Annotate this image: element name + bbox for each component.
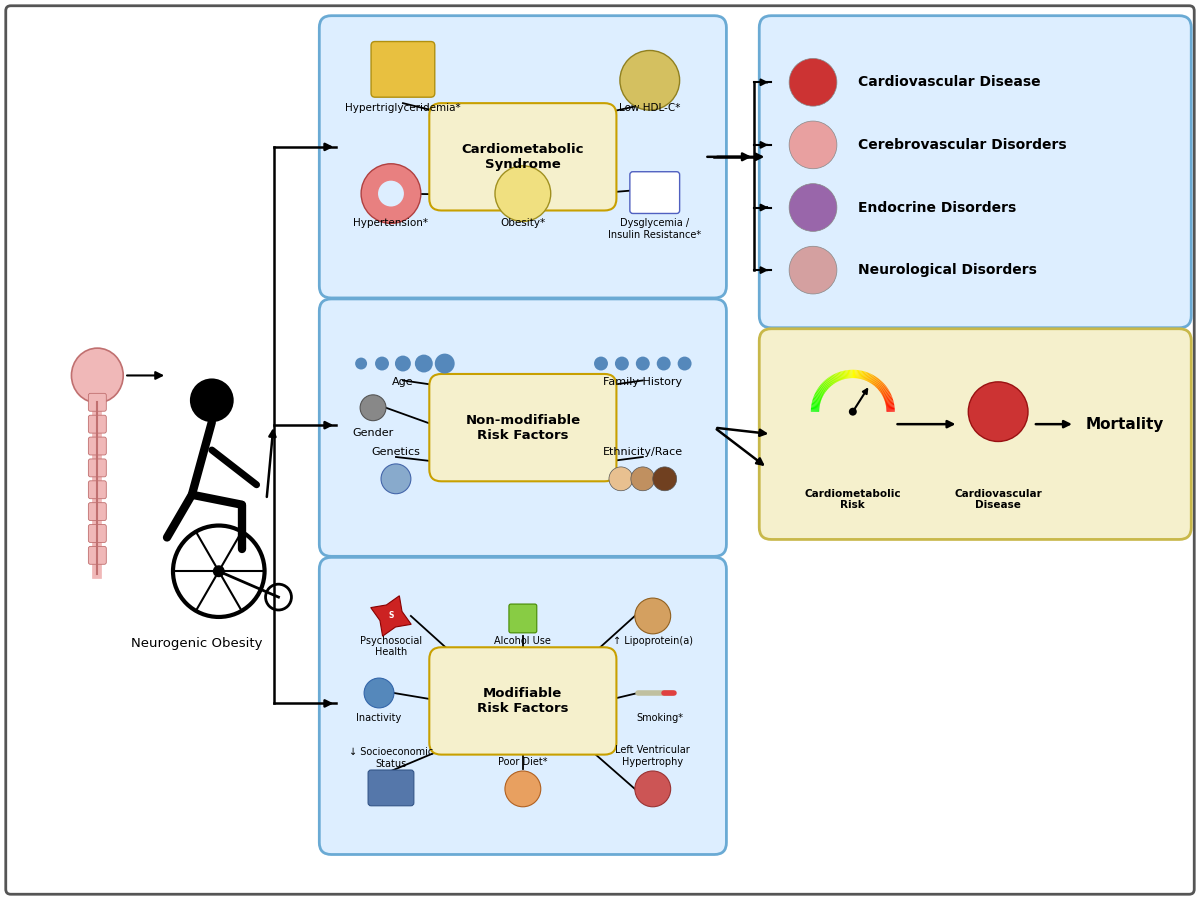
Text: Hypertension*: Hypertension* [354, 219, 428, 229]
FancyBboxPatch shape [89, 459, 107, 477]
Text: Low HDL-C*: Low HDL-C* [619, 104, 680, 113]
Text: Inactivity: Inactivity [356, 713, 402, 723]
FancyBboxPatch shape [430, 104, 617, 211]
Text: Neurogenic Obesity: Neurogenic Obesity [131, 637, 263, 650]
Circle shape [360, 395, 386, 420]
Circle shape [848, 408, 857, 416]
FancyBboxPatch shape [368, 770, 414, 806]
Circle shape [494, 166, 551, 221]
Text: Cardiometabolic
Syndrome: Cardiometabolic Syndrome [462, 143, 584, 171]
Text: Genetics: Genetics [372, 447, 420, 457]
FancyBboxPatch shape [89, 481, 107, 499]
Text: Modifiable
Risk Factors: Modifiable Risk Factors [478, 687, 569, 715]
Circle shape [382, 464, 410, 494]
Circle shape [678, 356, 691, 371]
Ellipse shape [72, 348, 124, 403]
Circle shape [608, 467, 632, 491]
FancyBboxPatch shape [630, 172, 679, 213]
Circle shape [790, 247, 836, 294]
Text: Gender: Gender [353, 428, 394, 437]
Text: Family History: Family History [604, 377, 683, 388]
Text: Cerebrovascular Disorders: Cerebrovascular Disorders [858, 138, 1067, 152]
Circle shape [636, 356, 649, 371]
Text: S: S [389, 611, 394, 620]
Text: Obesity*: Obesity* [500, 219, 546, 229]
Circle shape [376, 356, 389, 371]
Circle shape [355, 357, 367, 370]
FancyBboxPatch shape [319, 15, 726, 298]
FancyBboxPatch shape [430, 647, 617, 754]
Circle shape [434, 354, 455, 373]
Text: Neurological Disorders: Neurological Disorders [858, 263, 1037, 277]
Circle shape [212, 565, 224, 577]
Circle shape [620, 50, 679, 110]
Circle shape [790, 184, 836, 231]
Circle shape [968, 382, 1028, 442]
Circle shape [790, 121, 836, 168]
Text: Age: Age [392, 377, 414, 388]
FancyBboxPatch shape [760, 15, 1192, 328]
Text: Alcohol Use: Alcohol Use [494, 635, 551, 646]
FancyBboxPatch shape [89, 393, 107, 411]
Text: ↑ Lipoprotein(a): ↑ Lipoprotein(a) [613, 635, 692, 646]
Text: Dysglycemia /
Insulin Resistance*: Dysglycemia / Insulin Resistance* [608, 219, 701, 240]
Circle shape [594, 356, 608, 371]
FancyBboxPatch shape [509, 604, 536, 633]
Text: Ethnicity/Race: Ethnicity/Race [602, 447, 683, 457]
Text: Cardiometabolic
Risk: Cardiometabolic Risk [804, 489, 901, 510]
Text: Left Ventricular
Hypertrophy: Left Ventricular Hypertrophy [616, 745, 690, 767]
Polygon shape [371, 596, 412, 636]
Circle shape [361, 164, 421, 223]
Text: Poor Diet*: Poor Diet* [498, 757, 547, 767]
Circle shape [653, 467, 677, 491]
Circle shape [631, 467, 655, 491]
FancyBboxPatch shape [319, 557, 726, 854]
Circle shape [415, 355, 433, 373]
Circle shape [614, 356, 629, 371]
Text: Cardiovascular
Disease: Cardiovascular Disease [954, 489, 1042, 510]
FancyBboxPatch shape [760, 328, 1192, 539]
FancyBboxPatch shape [319, 299, 726, 556]
Text: Psychosocial
Health: Psychosocial Health [360, 635, 422, 657]
Circle shape [505, 771, 541, 806]
FancyBboxPatch shape [89, 415, 107, 433]
Text: Non-modifiable
Risk Factors: Non-modifiable Risk Factors [466, 414, 581, 442]
Circle shape [190, 378, 234, 422]
Text: Mortality: Mortality [1085, 417, 1164, 432]
Text: Smoking*: Smoking* [636, 713, 683, 723]
Text: Cardiovascular Disease: Cardiovascular Disease [858, 76, 1040, 89]
Text: Endocrine Disorders: Endocrine Disorders [858, 201, 1016, 214]
Text: ↓ Socioeconomic
Status: ↓ Socioeconomic Status [349, 747, 433, 769]
Circle shape [790, 58, 836, 106]
Circle shape [635, 771, 671, 806]
FancyBboxPatch shape [89, 546, 107, 564]
FancyBboxPatch shape [89, 437, 107, 455]
Circle shape [395, 356, 410, 372]
FancyBboxPatch shape [371, 41, 434, 97]
FancyBboxPatch shape [6, 5, 1194, 895]
Text: Hypertriglyceridemia*: Hypertriglyceridemia* [346, 104, 461, 113]
FancyBboxPatch shape [89, 503, 107, 520]
FancyBboxPatch shape [430, 374, 617, 482]
FancyBboxPatch shape [89, 525, 107, 543]
Circle shape [378, 181, 404, 206]
Circle shape [635, 598, 671, 634]
Circle shape [364, 678, 394, 708]
Circle shape [656, 356, 671, 371]
